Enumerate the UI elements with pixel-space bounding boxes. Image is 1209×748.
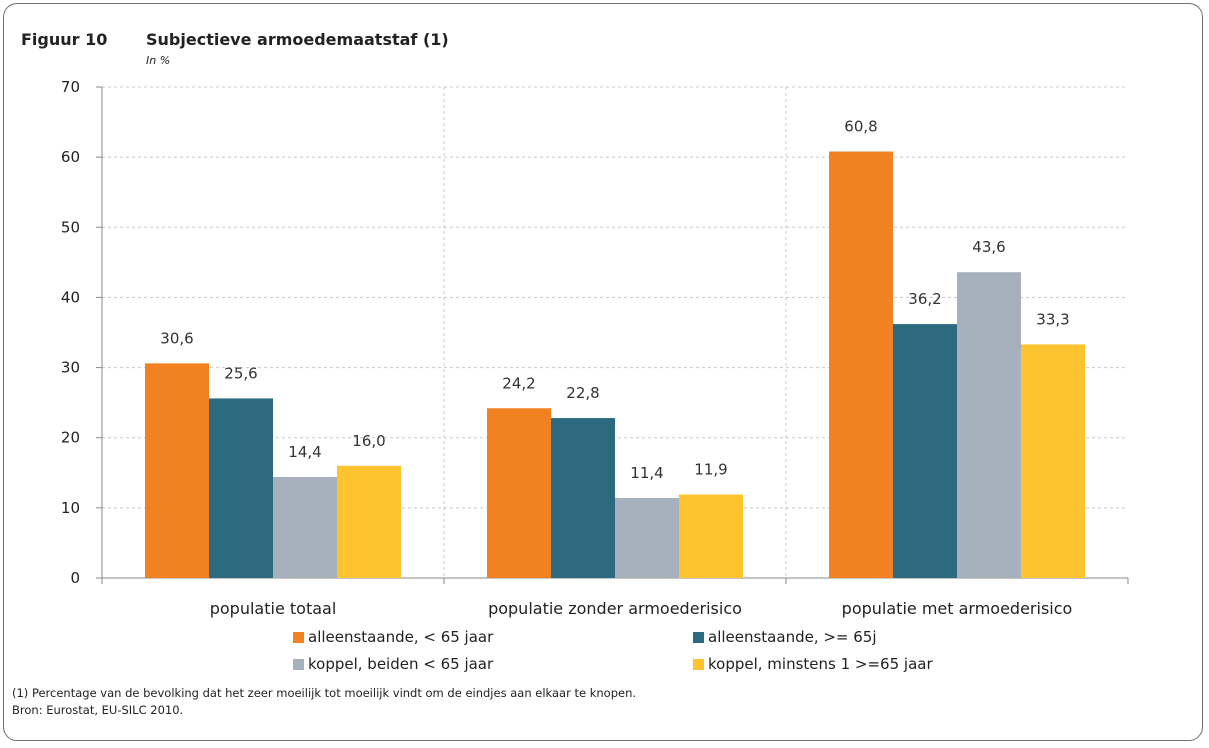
x-tick-label: populatie totaal xyxy=(210,599,337,618)
legend-swatch xyxy=(293,632,304,643)
bar xyxy=(145,363,209,578)
y-tick-label: 70 xyxy=(61,78,80,96)
data-label: 36,2 xyxy=(908,290,941,308)
bar xyxy=(679,494,743,578)
data-label: 60,8 xyxy=(844,118,877,136)
bar xyxy=(273,476,337,578)
y-tick-label: 20 xyxy=(61,429,80,447)
source-note: Bron: Eurostat, EU-SILC 2010. xyxy=(12,703,184,717)
legend-item: alleenstaande, < 65 jaar xyxy=(293,628,493,646)
figure-unit: In % xyxy=(146,54,171,67)
y-tick-label: 50 xyxy=(61,218,80,236)
legend-item: koppel, beiden < 65 jaar xyxy=(293,655,493,673)
data-label: 11,4 xyxy=(630,464,663,482)
x-tick-label: populatie zonder armoederisico xyxy=(488,599,742,618)
footnote: (1) Percentage van de bevolking dat het … xyxy=(12,686,637,700)
bar xyxy=(209,398,273,578)
y-tick-label: 60 xyxy=(61,148,80,166)
bar xyxy=(893,324,957,578)
y-tick-label: 30 xyxy=(61,359,80,377)
legend-swatch xyxy=(693,632,704,643)
legend-label: alleenstaande, >= 65j xyxy=(708,628,877,646)
data-label: 24,2 xyxy=(502,374,535,392)
legend-swatch xyxy=(693,659,704,670)
bar xyxy=(487,408,551,578)
bar xyxy=(615,498,679,578)
data-label: 25,6 xyxy=(224,364,257,382)
figure-frame xyxy=(3,3,1203,741)
bar xyxy=(337,465,401,578)
bar xyxy=(957,272,1021,578)
bar xyxy=(1021,344,1085,578)
legend-label: alleenstaande, < 65 jaar xyxy=(308,628,494,646)
y-tick-label: 10 xyxy=(61,499,80,517)
data-label: 14,4 xyxy=(288,443,321,461)
y-tick-label: 0 xyxy=(70,569,80,587)
data-label: 33,3 xyxy=(1036,310,1069,328)
legend-label: koppel, minstens 1 >=65 jaar xyxy=(708,655,933,673)
figure-number: Figuur 10 xyxy=(21,30,108,49)
data-label: 30,6 xyxy=(160,329,193,347)
x-tick-label: populatie met armoederisico xyxy=(842,599,1073,618)
figure-title: Subjectieve armoedemaatstaf (1) xyxy=(146,30,449,49)
y-tick-label: 40 xyxy=(61,288,80,306)
legend-swatch xyxy=(293,659,304,670)
bar xyxy=(551,418,615,578)
legend-label: koppel, beiden < 65 jaar xyxy=(308,655,494,673)
legend-item: koppel, minstens 1 >=65 jaar xyxy=(693,655,933,673)
data-label: 16,0 xyxy=(352,432,385,450)
bar xyxy=(829,151,893,578)
data-label: 43,6 xyxy=(972,238,1005,256)
legend-item: alleenstaande, >= 65j xyxy=(693,628,877,646)
data-label: 11,9 xyxy=(694,461,727,479)
data-label: 22,8 xyxy=(566,384,599,402)
